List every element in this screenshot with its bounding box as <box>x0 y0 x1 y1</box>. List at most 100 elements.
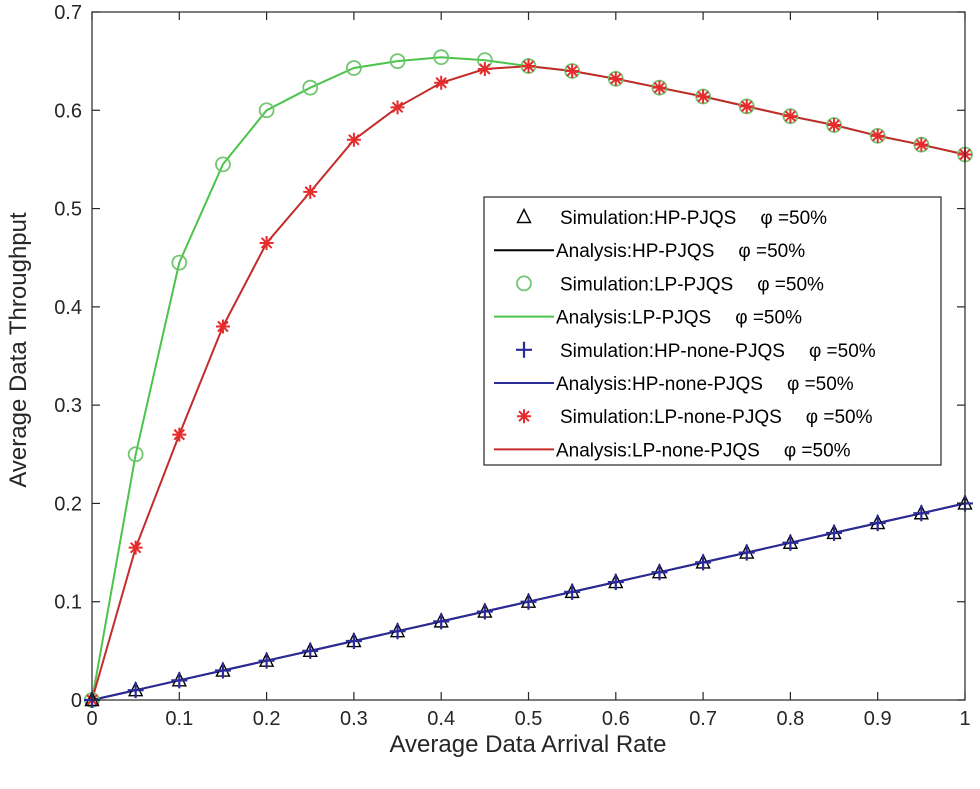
data-point <box>303 184 318 199</box>
legend-entry-1: Analysis:HP-PJQS φ =50% <box>494 241 805 262</box>
data-point <box>696 89 711 104</box>
series-markers-4 <box>84 495 973 708</box>
data-point <box>827 118 842 133</box>
data-point <box>127 446 144 463</box>
legend-phi-label: φ =50% <box>809 341 876 362</box>
data-point <box>913 505 930 522</box>
data-point <box>783 109 798 124</box>
x-tick-label: 0.1 <box>165 708 193 730</box>
y-tick-label: 0.3 <box>54 395 82 417</box>
legend-entry-7: Analysis:LP-none-PJQS φ =50% <box>494 440 851 461</box>
y-tick-label: 0.5 <box>54 199 82 221</box>
data-point <box>651 564 668 581</box>
data-point <box>171 672 188 689</box>
data-point <box>346 132 361 147</box>
data-point <box>172 427 187 442</box>
x-tick-label: 0.5 <box>515 708 543 730</box>
legend-label: Analysis:HP-none-PJQS <box>556 374 763 395</box>
data-point <box>826 524 843 541</box>
x-tick-label: 0.2 <box>253 708 281 730</box>
legend-label: Simulation:LP-none-PJQS <box>560 407 782 428</box>
data-point <box>215 156 231 173</box>
y-tick-label: 0.6 <box>54 100 82 122</box>
data-point <box>870 128 885 143</box>
axes-layer: 0 0.1 0.2 0.3 0.4 0.5 0.6 0.7 0.8 0.9 1 0 0.1 0.2 0.3 0… <box>54 2 970 730</box>
legend-label: Analysis:HP-PJQS <box>556 241 714 262</box>
legend-swatch-marker <box>516 341 532 358</box>
data-point <box>215 319 230 334</box>
data-point <box>214 662 231 679</box>
data-point <box>476 603 493 620</box>
data-point <box>738 544 755 561</box>
x-tick-label: 0.8 <box>776 708 804 730</box>
legend-entry-2: Simulation:LP-PJQS φ =50% <box>516 274 824 295</box>
legend-box <box>483 196 942 466</box>
data-point <box>607 574 624 591</box>
data-point <box>433 613 450 630</box>
data-point <box>258 102 275 119</box>
x-tick-label: 0.7 <box>689 708 717 730</box>
data-point <box>258 652 275 669</box>
data-point <box>127 682 144 699</box>
series-markers-6 <box>85 59 972 707</box>
legend-label: Simulation:HP-PJQS <box>560 208 736 229</box>
data-point <box>782 534 799 551</box>
y-tick-label: 0.4 <box>54 297 82 319</box>
legend-entry-4: Simulation:HP-none-PJQS φ =50% <box>516 341 876 362</box>
x-axis-label: Average Data Arrival Rate <box>389 731 666 758</box>
legend-phi-label: φ =50% <box>738 241 805 262</box>
legend-phi-label: φ =50% <box>784 440 851 461</box>
x-tick-label: 1 <box>959 708 970 730</box>
x-tick-label: 0 <box>86 708 97 730</box>
data-point <box>652 80 667 95</box>
y-tick-label: 0.1 <box>54 592 82 614</box>
legend-swatch-marker <box>516 207 532 224</box>
legend-phi-label: φ =50% <box>760 208 827 229</box>
data-point <box>608 71 623 86</box>
y-tick-label: 0.2 <box>54 493 82 515</box>
y-axis-label: Average Data Throughput <box>5 212 32 488</box>
legend-entry-6: Simulation:LP-none-PJQS φ =50% <box>517 407 873 428</box>
data-point <box>914 137 929 152</box>
legend-entry-0: Simulation:HP-PJQS φ =50% <box>516 207 827 229</box>
data-point <box>345 633 362 650</box>
data-point <box>345 60 362 76</box>
data-point <box>259 235 274 250</box>
legend-label: Analysis:LP-PJQS <box>556 308 711 329</box>
y-tick-label: 0.7 <box>54 2 82 24</box>
data-point <box>564 583 581 600</box>
data-point <box>565 63 580 78</box>
y-tick-label: 0 <box>71 690 82 712</box>
x-tick-label: 0.4 <box>427 708 455 730</box>
legend-entry-3: Analysis:LP-PJQS φ =50% <box>494 308 802 329</box>
legend-swatch-marker <box>517 409 531 424</box>
data-point <box>695 554 712 571</box>
data-point <box>390 100 405 115</box>
legend-entry-5: Analysis:HP-none-PJQS φ =50% <box>494 374 854 395</box>
legend-label: Simulation:LP-PJQS <box>560 274 733 295</box>
data-point <box>869 515 886 532</box>
legend-phi-label: φ =50% <box>757 274 824 295</box>
series-layer <box>84 49 973 708</box>
data-point <box>434 75 449 90</box>
data-point <box>389 53 406 70</box>
data-point <box>477 62 492 77</box>
legend-label: Simulation:HP-none-PJQS <box>560 341 785 362</box>
data-point <box>389 623 406 640</box>
data-point <box>433 49 450 66</box>
data-point <box>521 59 536 74</box>
data-point <box>302 642 319 659</box>
data-point <box>302 79 319 96</box>
data-point <box>171 254 188 271</box>
x-tick-label: 0.9 <box>864 708 892 730</box>
legend-phi-label: φ =50% <box>735 308 802 329</box>
x-tick-label: 0.3 <box>340 708 368 730</box>
legend-swatch-marker <box>516 275 532 292</box>
legend: Simulation:HP-PJQS φ =50%Analysis:HP-PJQS… <box>483 196 942 466</box>
legend-phi-label: φ =50% <box>787 374 854 395</box>
data-point <box>128 540 143 555</box>
legend-phi-label: φ =50% <box>806 407 873 428</box>
legend-label: Analysis:LP-none-PJQS <box>556 440 760 461</box>
data-point <box>739 99 754 114</box>
